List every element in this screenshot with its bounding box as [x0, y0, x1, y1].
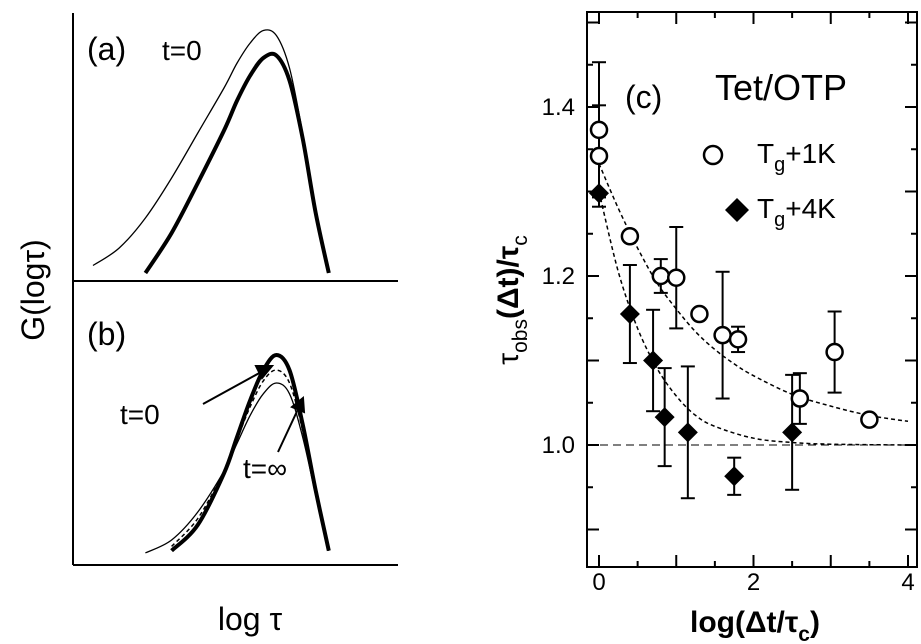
point-tg1k — [651, 266, 671, 286]
curve-b-thin — [145, 382, 330, 554]
panel-ab-x-label: log τ — [218, 601, 283, 637]
point-tg1k — [589, 120, 609, 140]
point-tg4k — [589, 183, 609, 204]
error-bars — [592, 61, 842, 500]
x-tick-label: 2 — [747, 569, 760, 596]
arrow-tinf-head — [290, 396, 306, 414]
point-tg1k — [667, 268, 686, 287]
panel-a-annotation: t=0 — [162, 35, 202, 66]
panel-c-label: (c) — [625, 79, 662, 115]
point-tg4k — [677, 422, 698, 443]
x-tick-label: 4 — [901, 569, 914, 596]
panel-ab-y-label: G(logτ) — [15, 239, 51, 341]
legend-label-tg1k: Tg+1K — [757, 138, 836, 176]
panel-b-annotation-tinf: t=∞ — [243, 453, 287, 484]
curve-b-dashed — [171, 369, 330, 551]
legend-marker-tg4k — [725, 198, 749, 222]
panel-b-annotation-t0: t=0 — [120, 399, 160, 430]
panel-c-x-label: log(Δt/τc) — [690, 606, 820, 644]
point-tg1k — [790, 389, 810, 408]
legend-label-tg4k: Tg+4K — [757, 193, 836, 231]
point-tg4k — [724, 466, 745, 487]
panel-a-curves — [92, 29, 331, 275]
point-tg1k — [728, 330, 748, 349]
panel-c-y-label: τobs(Δt)/τc — [492, 235, 532, 364]
fit-curve-2 — [598, 191, 909, 446]
panel-a-label: (a) — [87, 31, 126, 67]
curve-a-thin — [92, 29, 330, 271]
point-tg1k — [690, 304, 709, 324]
panel-c-tick-labels: 1.0 1.2 1.4 0 2 4 — [542, 94, 915, 596]
y-tick-label: 1.0 — [542, 432, 575, 459]
point-tg1k — [713, 325, 732, 345]
point-tg4k — [619, 304, 640, 325]
x-tick-label: 0 — [592, 569, 605, 596]
panel-ab-frame — [72, 13, 398, 566]
chart-title: Tet/OTP — [715, 67, 847, 108]
point-tg4k — [782, 422, 803, 443]
point-tg4k — [654, 407, 675, 428]
y-tick-label: 1.2 — [542, 263, 575, 290]
arrow-t0-head — [254, 365, 275, 380]
point-tg1k — [860, 410, 879, 429]
legend-marker-tg1k — [702, 144, 724, 166]
panel-b-arrows — [202, 365, 306, 453]
panel-b-label: (b) — [87, 316, 126, 352]
point-tg1k — [620, 227, 640, 246]
fit-curves — [598, 163, 909, 446]
data-points — [589, 120, 879, 487]
point-tg4k — [643, 350, 664, 371]
point-tg1k — [825, 342, 844, 362]
arrow-t0 — [202, 370, 264, 405]
arrow-tinf — [277, 406, 300, 453]
fit-curve-1 — [598, 163, 909, 423]
curve-a-thick — [143, 51, 331, 275]
point-tg1k — [589, 146, 609, 166]
legend: Tg+1K Tg+4K — [702, 138, 836, 231]
panel-c-frame — [586, 11, 918, 568]
y-tick-label: 1.4 — [542, 94, 575, 121]
